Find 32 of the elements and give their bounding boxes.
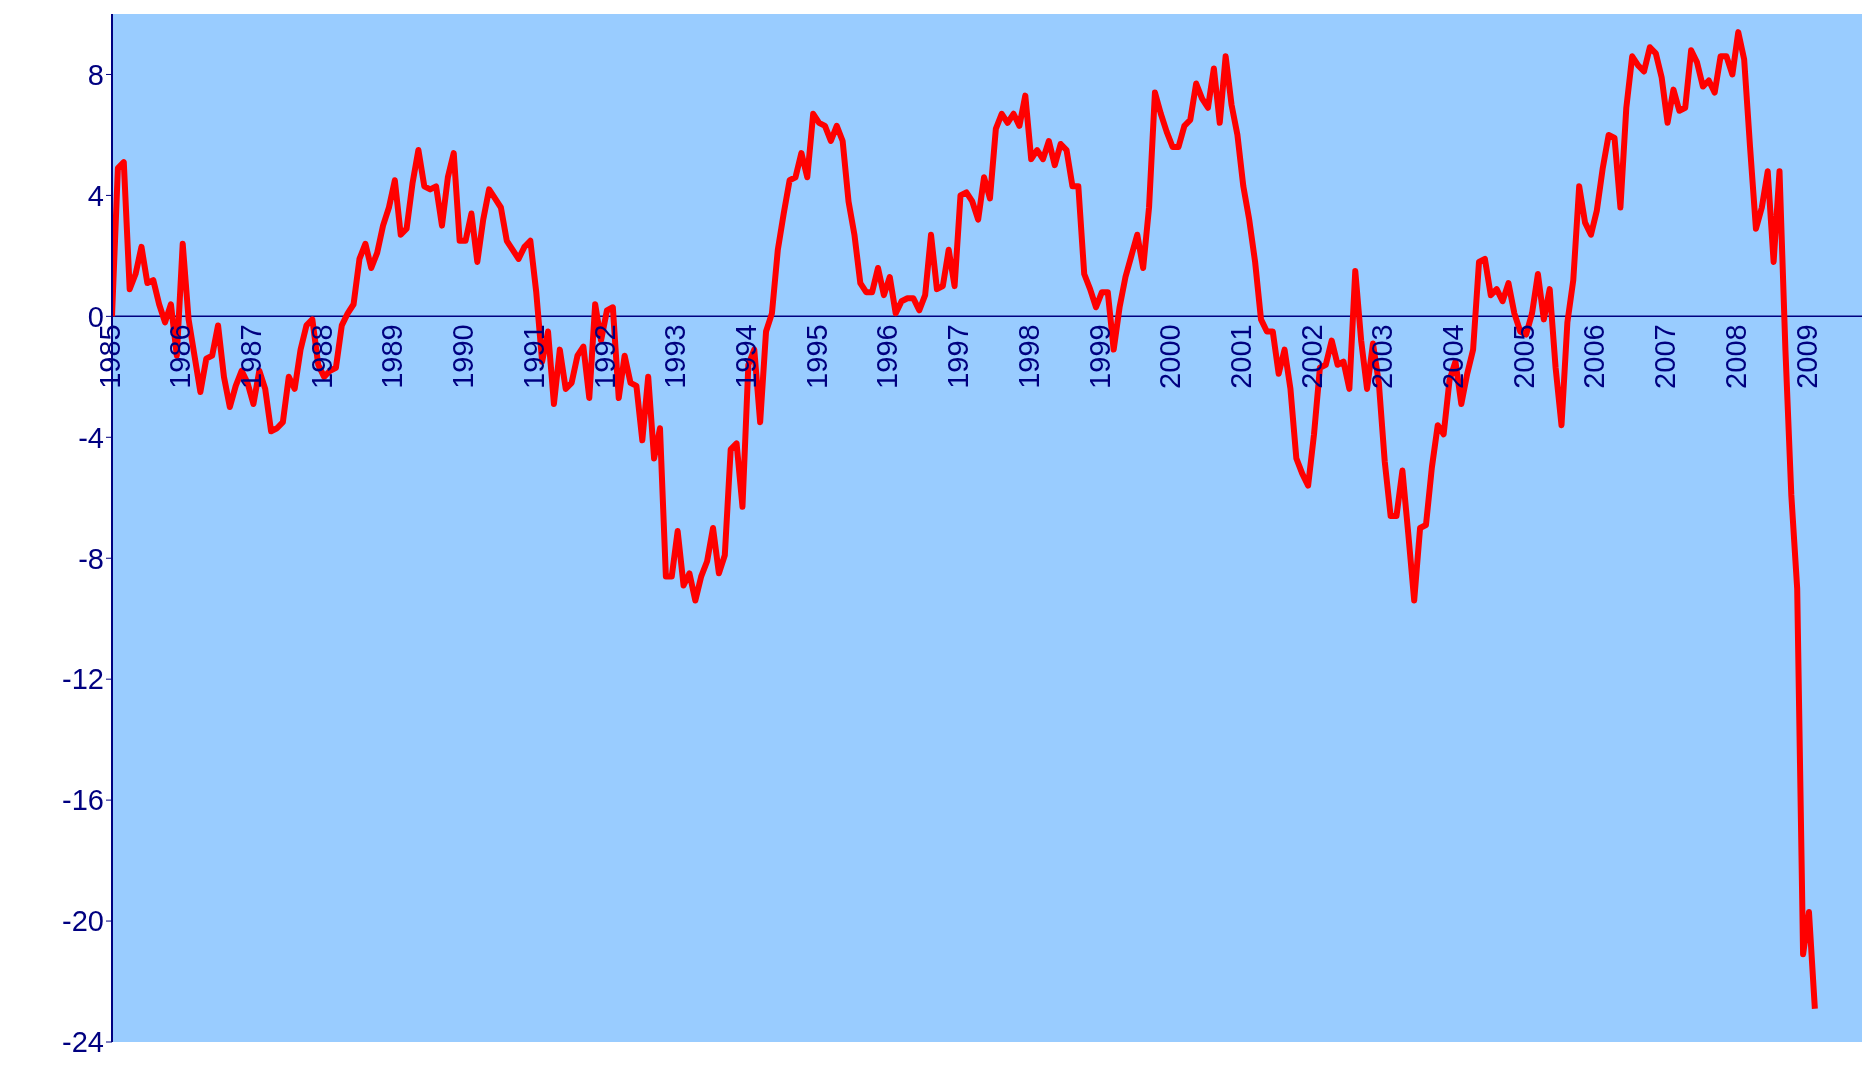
x-tick-label: 1990 <box>447 324 480 389</box>
x-tick-label: 2004 <box>1437 324 1470 389</box>
x-tick-label: 1995 <box>800 324 833 389</box>
x-tick-label: 1998 <box>1012 324 1045 389</box>
y-tick-label: -24 <box>62 1026 104 1059</box>
x-tick-label: 1993 <box>659 324 692 389</box>
x-tick-label: 1992 <box>588 324 621 389</box>
y-tick-label: -12 <box>62 663 104 696</box>
y-tick-label: -4 <box>78 421 104 454</box>
y-tick-label: 4 <box>87 179 104 212</box>
x-tick-label: 2007 <box>1649 324 1682 389</box>
x-tick-label: 1996 <box>871 324 904 389</box>
x-tick-label: 2008 <box>1719 324 1752 389</box>
x-tick-label: 1988 <box>305 324 338 389</box>
y-tick-label: 8 <box>87 58 104 91</box>
x-tick-label: 1986 <box>164 324 197 389</box>
x-tick-label: 1999 <box>1083 324 1116 389</box>
x-tick-label: 2003 <box>1366 324 1399 389</box>
x-tick-label: 1989 <box>376 324 409 389</box>
x-tick-label: 2000 <box>1154 324 1187 389</box>
y-tick-label: -20 <box>62 905 104 938</box>
x-tick-label: 2001 <box>1224 324 1257 389</box>
x-tick-label: 2005 <box>1507 324 1540 389</box>
x-tick-label: 2009 <box>1790 324 1823 389</box>
y-tick-label: -16 <box>62 784 104 817</box>
x-tick-label: 1997 <box>942 324 975 389</box>
x-tick-label: 2006 <box>1578 324 1611 389</box>
y-tick-label: -8 <box>78 542 104 575</box>
x-tick-label: 2002 <box>1295 324 1328 389</box>
x-tick-label: 1991 <box>517 324 550 389</box>
x-tick-label: 1987 <box>235 324 268 389</box>
x-tick-label: 1994 <box>730 324 763 389</box>
